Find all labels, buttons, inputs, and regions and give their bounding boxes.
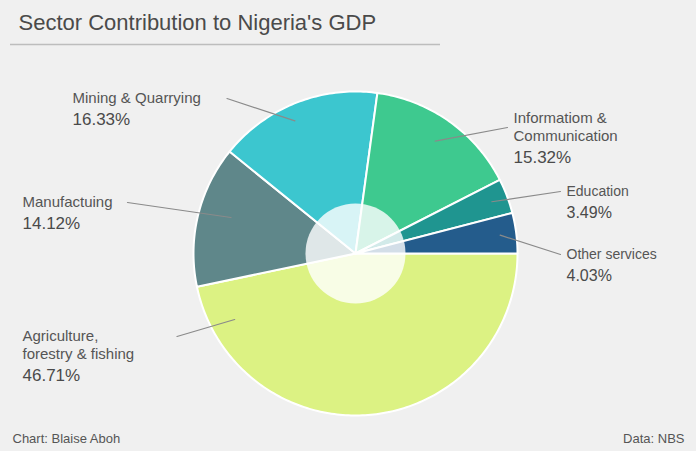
svg-text:Mining & Quarrying: Mining & Quarrying <box>73 89 201 106</box>
svg-text:Other services: Other services <box>567 246 657 262</box>
svg-text:Data: NBS: Data: NBS <box>623 431 685 446</box>
svg-text:Manufactuing: Manufactuing <box>23 193 113 210</box>
svg-text:Chart: Blaise Aboh: Chart: Blaise Aboh <box>13 431 121 446</box>
svg-text:15.32%: 15.32% <box>514 148 572 167</box>
svg-text:3.49%: 3.49% <box>567 204 612 221</box>
svg-text:Agriculture,: Agriculture, <box>23 327 99 344</box>
svg-text:Communication: Communication <box>514 127 618 144</box>
svg-text:Sector Contribution to Nigeria: Sector Contribution to Nigeria's GDP <box>19 10 377 35</box>
svg-text:16.33%: 16.33% <box>73 110 131 129</box>
svg-text:46.71%: 46.71% <box>23 366 81 385</box>
svg-text:Informatiom &: Informatiom & <box>514 109 607 126</box>
svg-text:Education: Education <box>567 183 629 199</box>
svg-text:forestry & fishing: forestry & fishing <box>23 345 135 362</box>
svg-text:4.03%: 4.03% <box>567 267 612 284</box>
svg-text:14.12%: 14.12% <box>23 214 81 233</box>
